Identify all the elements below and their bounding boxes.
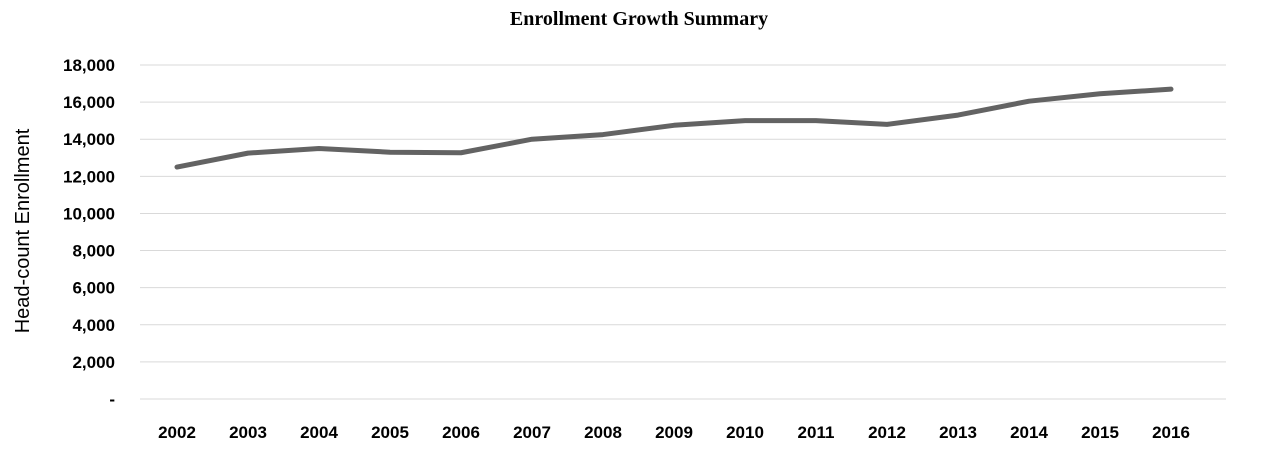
y-axis-title: Head-count Enrollment [12, 128, 34, 333]
x-tick-label: 2005 [371, 423, 409, 442]
data-point [316, 146, 322, 152]
x-tick-label: 2010 [726, 423, 764, 442]
data-point [245, 150, 251, 156]
x-tick-label: 2015 [1081, 423, 1119, 442]
x-tick-label: 2007 [513, 423, 551, 442]
x-tick-label: 2013 [939, 423, 977, 442]
y-axis-ticks: - 2,000 4,000 6,000 8,000 10,000 12,000 14,000 1… [63, 56, 115, 409]
data-point [955, 112, 961, 118]
data-point [174, 164, 180, 170]
data-point [813, 118, 819, 124]
x-tick-label: 2016 [1152, 423, 1190, 442]
x-tick-label: 2002 [158, 423, 196, 442]
x-tick-label: 2012 [868, 423, 906, 442]
x-tick-label: 2006 [442, 423, 480, 442]
x-tick-label: 2008 [584, 423, 622, 442]
gridlines [140, 64, 1226, 400]
data-point [884, 121, 890, 127]
y-tick-label: 4,000 [72, 316, 115, 335]
x-axis-ticks: 2002 2003 2004 2005 2006 2007 2008 2009 2010 2011… [158, 423, 1190, 442]
y-tick-label: 6,000 [72, 279, 115, 298]
data-point [529, 136, 535, 142]
x-tick-label: 2003 [229, 423, 267, 442]
data-point [671, 122, 677, 128]
data-point [1097, 91, 1103, 97]
data-point [458, 150, 464, 156]
y-tick-label: 14,000 [63, 130, 115, 149]
x-tick-label: 2009 [655, 423, 693, 442]
series-line [174, 86, 1174, 170]
data-point [1168, 86, 1174, 92]
x-tick-label: 2014 [1010, 423, 1048, 442]
series-layer [174, 86, 1174, 170]
data-point [387, 149, 393, 155]
y-tick-label: 8,000 [72, 242, 115, 261]
y-tick-label: 18,000 [63, 56, 115, 75]
y-tick-label: 16,000 [63, 93, 115, 112]
x-tick-label: 2011 [798, 423, 835, 442]
chart-title: Enrollment Growth Summary [510, 8, 768, 30]
y-tick-label: - [109, 390, 115, 409]
data-point [1026, 98, 1032, 104]
data-point [742, 118, 748, 124]
y-tick-label: 2,000 [72, 353, 115, 372]
x-tick-label: 2004 [300, 423, 338, 442]
data-point [600, 132, 606, 138]
y-tick-label: 12,000 [63, 167, 115, 186]
y-tick-label: 10,000 [63, 204, 115, 223]
